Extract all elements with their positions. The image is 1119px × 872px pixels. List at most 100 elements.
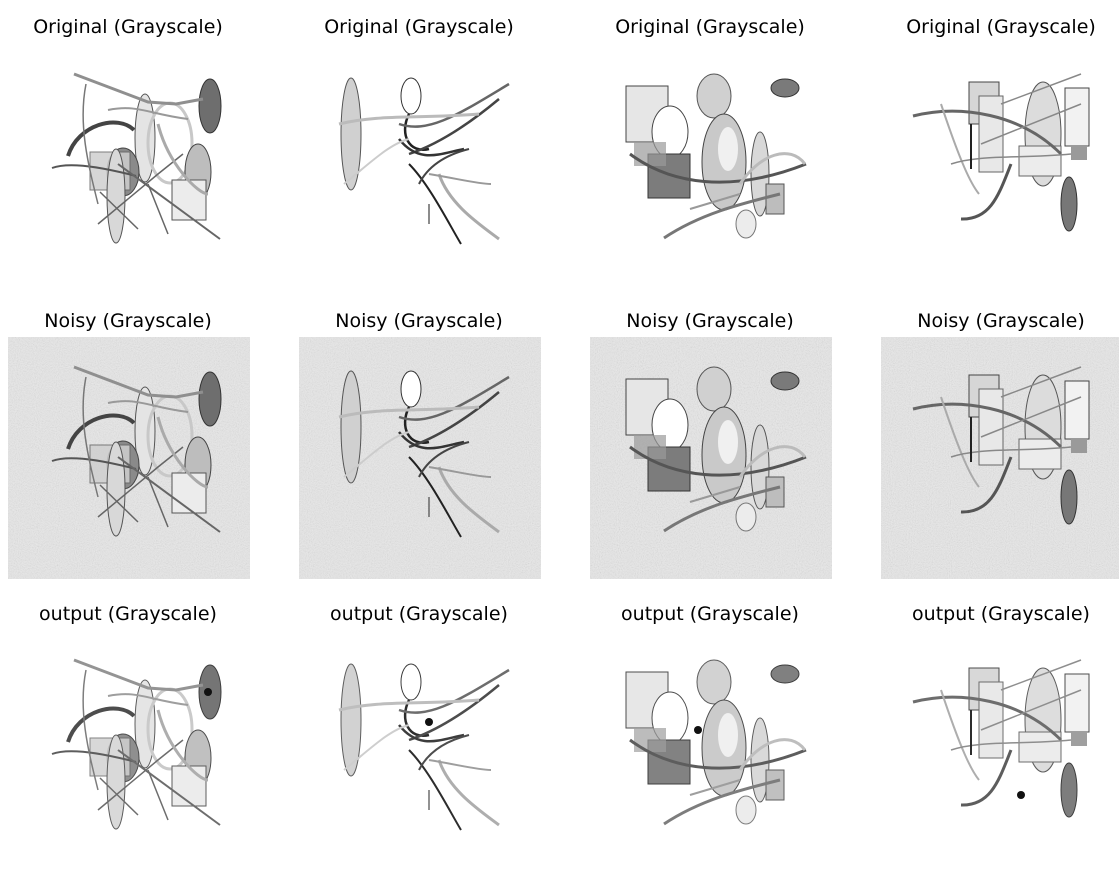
rect-shape: [978, 95, 1004, 173]
panel-background: [299, 630, 541, 872]
rect-shape: [1071, 146, 1087, 160]
rect-shape: [1064, 673, 1090, 733]
stroke-shape: [1000, 73, 1082, 105]
ellipse-shape: [340, 663, 362, 777]
stroke-shape: [437, 466, 500, 534]
image-original-1: [8, 44, 250, 286]
panel-noise: [299, 337, 541, 579]
stroke-shape: [147, 476, 169, 528]
stroke-shape: [107, 400, 189, 413]
ellipse-shape: [106, 441, 126, 537]
stroke-shape: [437, 173, 500, 241]
rect-shape: [171, 765, 207, 807]
rect-shape: [765, 769, 785, 801]
artifact-dot: [694, 726, 702, 734]
stroke-shape: [156, 123, 209, 196]
image-original-3: [590, 44, 832, 286]
rect-shape: [1064, 87, 1090, 147]
stroke-shape: [428, 173, 492, 185]
ellipse-shape: [718, 420, 738, 464]
stroke-shape: [629, 445, 807, 477]
ellipse-shape: [198, 371, 222, 427]
title-original-2: Original (Grayscale): [324, 16, 514, 38]
rect-shape: [634, 728, 666, 752]
ellipse-shape: [770, 78, 800, 98]
stroke-shape: [398, 138, 465, 157]
panel-drawing: [881, 337, 1119, 579]
title-output-4: output (Grayscale): [912, 603, 1090, 625]
ellipse-shape: [735, 209, 757, 239]
rect-shape: [171, 472, 207, 514]
stroke-shape: [117, 163, 221, 240]
stroke-shape: [912, 695, 1063, 742]
stroke-shape: [940, 689, 980, 781]
stroke-shape: [51, 164, 137, 177]
stroke-shape: [689, 779, 741, 796]
stroke-shape: [156, 416, 209, 489]
stroke-shape: [403, 699, 430, 738]
artifact-dot: [204, 688, 212, 696]
ellipse-shape: [1060, 176, 1078, 232]
stroke-shape: [408, 749, 462, 831]
stroke-shape: [408, 456, 462, 538]
stroke-shape: [408, 391, 500, 449]
image-noisy-3: [590, 337, 832, 579]
stroke-shape: [51, 457, 137, 470]
stroke-shape: [428, 759, 492, 771]
title-original-3: Original (Grayscale): [615, 16, 805, 38]
stroke-shape: [1000, 659, 1082, 691]
ellipse-shape: [106, 734, 126, 830]
stroke-shape: [73, 658, 204, 692]
stroke-shape: [338, 405, 480, 419]
stroke-shape: [960, 456, 1013, 514]
title-original-4: Original (Grayscale): [906, 16, 1096, 38]
image-output-1: [8, 630, 250, 872]
rect-shape: [1071, 732, 1087, 746]
stroke-shape: [343, 431, 410, 478]
title-output-3: output (Grayscale): [621, 603, 799, 625]
stroke-shape: [99, 777, 139, 816]
ellipse-shape: [750, 131, 770, 217]
stroke-shape: [408, 98, 500, 156]
stroke-shape: [980, 689, 1082, 731]
ellipse-shape: [735, 795, 757, 825]
stroke-shape: [663, 778, 781, 826]
stroke-shape: [418, 148, 470, 185]
image-original-4: [881, 44, 1119, 286]
stroke-shape: [950, 739, 1072, 751]
stroke-shape: [117, 456, 221, 533]
rect-shape: [171, 179, 207, 221]
image-noisy-1: [8, 337, 250, 579]
image-noisy-2: [299, 337, 541, 579]
stroke-shape: [960, 749, 1013, 807]
ellipse-shape: [340, 77, 362, 191]
stroke-shape: [66, 413, 136, 450]
rect-shape: [1071, 439, 1087, 453]
stroke-shape: [1000, 366, 1082, 398]
image-output-4: [881, 630, 1119, 872]
stroke-shape: [950, 153, 1072, 165]
ellipse-shape: [696, 366, 732, 412]
stroke-shape: [629, 152, 807, 184]
ellipse-shape: [718, 127, 738, 171]
stroke-shape: [117, 749, 221, 826]
panel-drawing: [8, 630, 250, 872]
ellipse-shape: [750, 424, 770, 510]
stroke-shape: [107, 693, 189, 706]
stroke-shape: [418, 441, 470, 478]
rect-shape: [978, 681, 1004, 759]
panel-background: [299, 44, 541, 286]
stroke-shape: [147, 183, 169, 235]
image-output-3: [590, 630, 832, 872]
rect-shape: [765, 476, 785, 508]
stroke-shape: [403, 406, 430, 445]
title-output-1: output (Grayscale): [39, 603, 217, 625]
stroke-shape: [398, 668, 510, 714]
rect-shape: [765, 183, 785, 215]
stroke-shape: [960, 163, 1013, 221]
rect-shape: [978, 388, 1004, 466]
stroke-shape: [408, 684, 500, 742]
stroke-shape: [99, 191, 139, 230]
stroke-shape: [343, 724, 410, 771]
stroke-shape: [398, 82, 510, 128]
